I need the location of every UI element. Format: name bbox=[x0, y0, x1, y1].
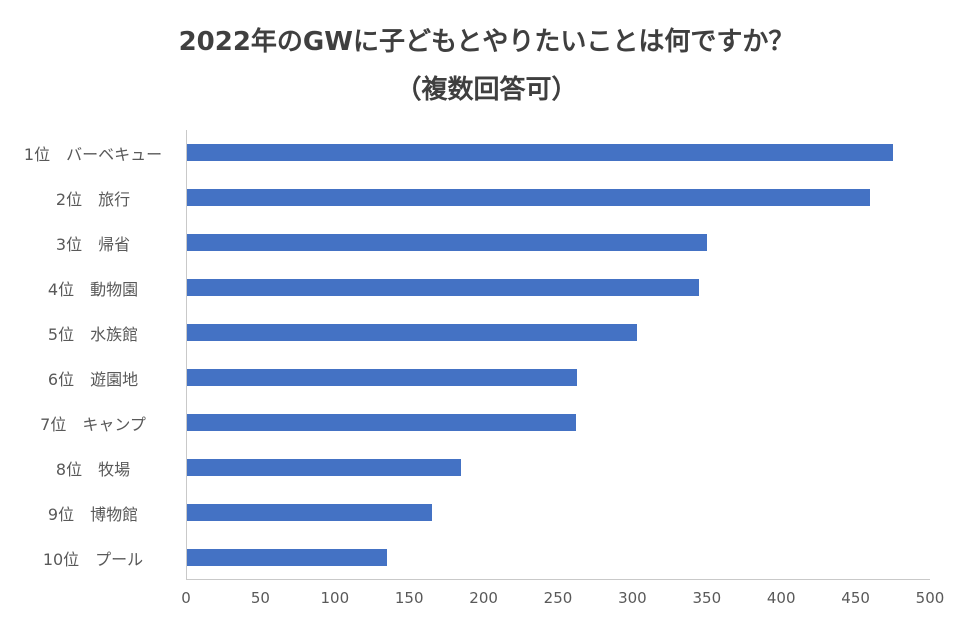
bar-track bbox=[186, 400, 930, 445]
category-label: 7位 キャンプ bbox=[40, 414, 146, 434]
category-label: 3位 帰省 bbox=[55, 234, 131, 254]
chart-row: 10位 プール bbox=[0, 535, 930, 580]
chart-row: 1位 バーベキュー bbox=[0, 130, 930, 175]
category-label: 6位 遊園地 bbox=[47, 369, 139, 389]
bar-track bbox=[186, 130, 930, 175]
x-axis-ticks: 0 50 100 150 200 250 300 350 400 450 500 bbox=[181, 580, 944, 614]
x-tick-label: 450 bbox=[841, 589, 870, 608]
category-label: 5位 水族館 bbox=[47, 324, 139, 344]
bar-track bbox=[186, 220, 930, 265]
chart-title-line2: （複数回答可） bbox=[395, 75, 578, 106]
category-label: 9位 博物館 bbox=[47, 504, 139, 524]
plot-area: 1位 バーベキュー 2位 旅行 3位 帰省 4位 動物園 5位 水族館 6位 遊園地 7位 … bbox=[0, 130, 930, 581]
x-tick-label: 50 bbox=[250, 589, 270, 608]
bar-track bbox=[186, 535, 930, 580]
bar-track bbox=[186, 175, 930, 220]
category-label: 4位 動物園 bbox=[47, 279, 139, 299]
bar bbox=[186, 189, 871, 207]
category-label: 2位 旅行 bbox=[55, 189, 131, 209]
bar-track bbox=[186, 445, 930, 490]
y-axis-line bbox=[186, 130, 187, 581]
chart-row: 9位 博物館 bbox=[0, 490, 930, 535]
x-tick-label: 200 bbox=[469, 589, 498, 608]
bar-track bbox=[186, 310, 930, 355]
chart-row: 5位 水族館 bbox=[0, 310, 930, 355]
chart-row: 7位 キャンプ bbox=[0, 400, 930, 445]
chart-row: 8位 牧場 bbox=[0, 445, 930, 490]
category-label: 10位 プール bbox=[42, 549, 144, 569]
bar-track bbox=[186, 490, 930, 535]
bar bbox=[186, 234, 707, 252]
bar bbox=[186, 549, 387, 567]
chart-title-line1: 2022年のGWに子どもとやりたいことは何ですか？ bbox=[178, 27, 795, 57]
category-label: 8位 牧場 bbox=[55, 459, 131, 479]
chart-row: 4位 動物園 bbox=[0, 265, 930, 310]
x-tick-label: 0 bbox=[181, 589, 191, 608]
x-tick-label: 350 bbox=[692, 589, 722, 608]
x-tick-label: 500 bbox=[915, 589, 945, 608]
chart-row: 6位 遊園地 bbox=[0, 355, 930, 400]
x-tick-label: 250 bbox=[543, 589, 573, 608]
chart-row: 3位 帰省 bbox=[0, 220, 930, 265]
x-tick-label: 100 bbox=[320, 589, 350, 608]
bar-track bbox=[186, 265, 930, 310]
bar bbox=[186, 504, 432, 522]
bar bbox=[186, 369, 578, 387]
x-tick-label: 400 bbox=[766, 589, 796, 608]
chart-rows: 1位 バーベキュー 2位 旅行 3位 帰省 4位 動物園 5位 水族館 6位 遊園地 7位 … bbox=[0, 130, 930, 580]
chart-row: 2位 旅行 bbox=[0, 175, 930, 220]
bar bbox=[186, 459, 462, 477]
bar bbox=[186, 324, 637, 342]
bar bbox=[186, 279, 700, 297]
chart-title: 2022年のGWに子どもとやりたいことは何ですか？ （複数回答可） bbox=[0, 0, 973, 114]
bar bbox=[186, 414, 576, 432]
x-tick-label: 300 bbox=[618, 589, 647, 608]
category-label: 1位 バーベキュー bbox=[23, 144, 163, 164]
x-axis-line bbox=[186, 579, 930, 581]
bar bbox=[186, 144, 893, 162]
x-tick-label: 150 bbox=[394, 589, 424, 608]
bar-track bbox=[186, 355, 930, 400]
